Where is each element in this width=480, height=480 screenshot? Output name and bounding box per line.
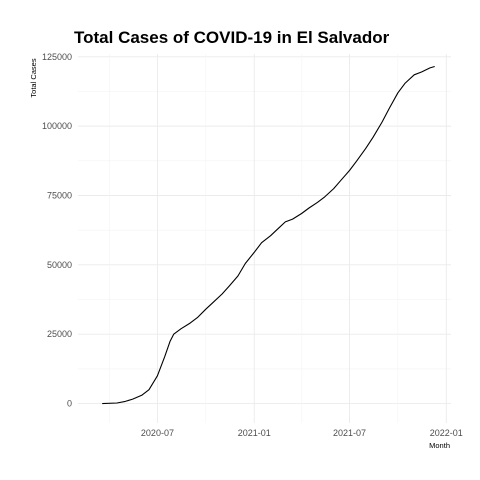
x-tick-label: 2022-01 xyxy=(430,428,463,438)
y-tick-label: 25000 xyxy=(47,329,72,339)
x-axis-ticks: 2020-07 2021-01 2021-07 2022-01 xyxy=(141,428,463,438)
chart-title: Total Cases of COVID-19 in El Salvador xyxy=(74,28,390,47)
x-tick-label: 2021-07 xyxy=(333,428,366,438)
y-axis-ticks: 0 25000 50000 75000 100000 125000 xyxy=(42,52,72,409)
y-tick-label: 100000 xyxy=(42,121,72,131)
y-tick-label: 50000 xyxy=(47,260,72,270)
x-tick-label: 2020-07 xyxy=(141,428,174,438)
grid xyxy=(78,54,451,423)
y-tick-label: 0 xyxy=(67,399,72,409)
x-tick-label: 2021-01 xyxy=(238,428,271,438)
y-tick-label: 125000 xyxy=(42,52,72,62)
series-line-total-cases xyxy=(102,65,435,405)
x-axis-label: Month xyxy=(429,441,450,450)
y-tick-label: 75000 xyxy=(47,190,72,200)
y-axis-label: Total Cases xyxy=(29,58,38,97)
